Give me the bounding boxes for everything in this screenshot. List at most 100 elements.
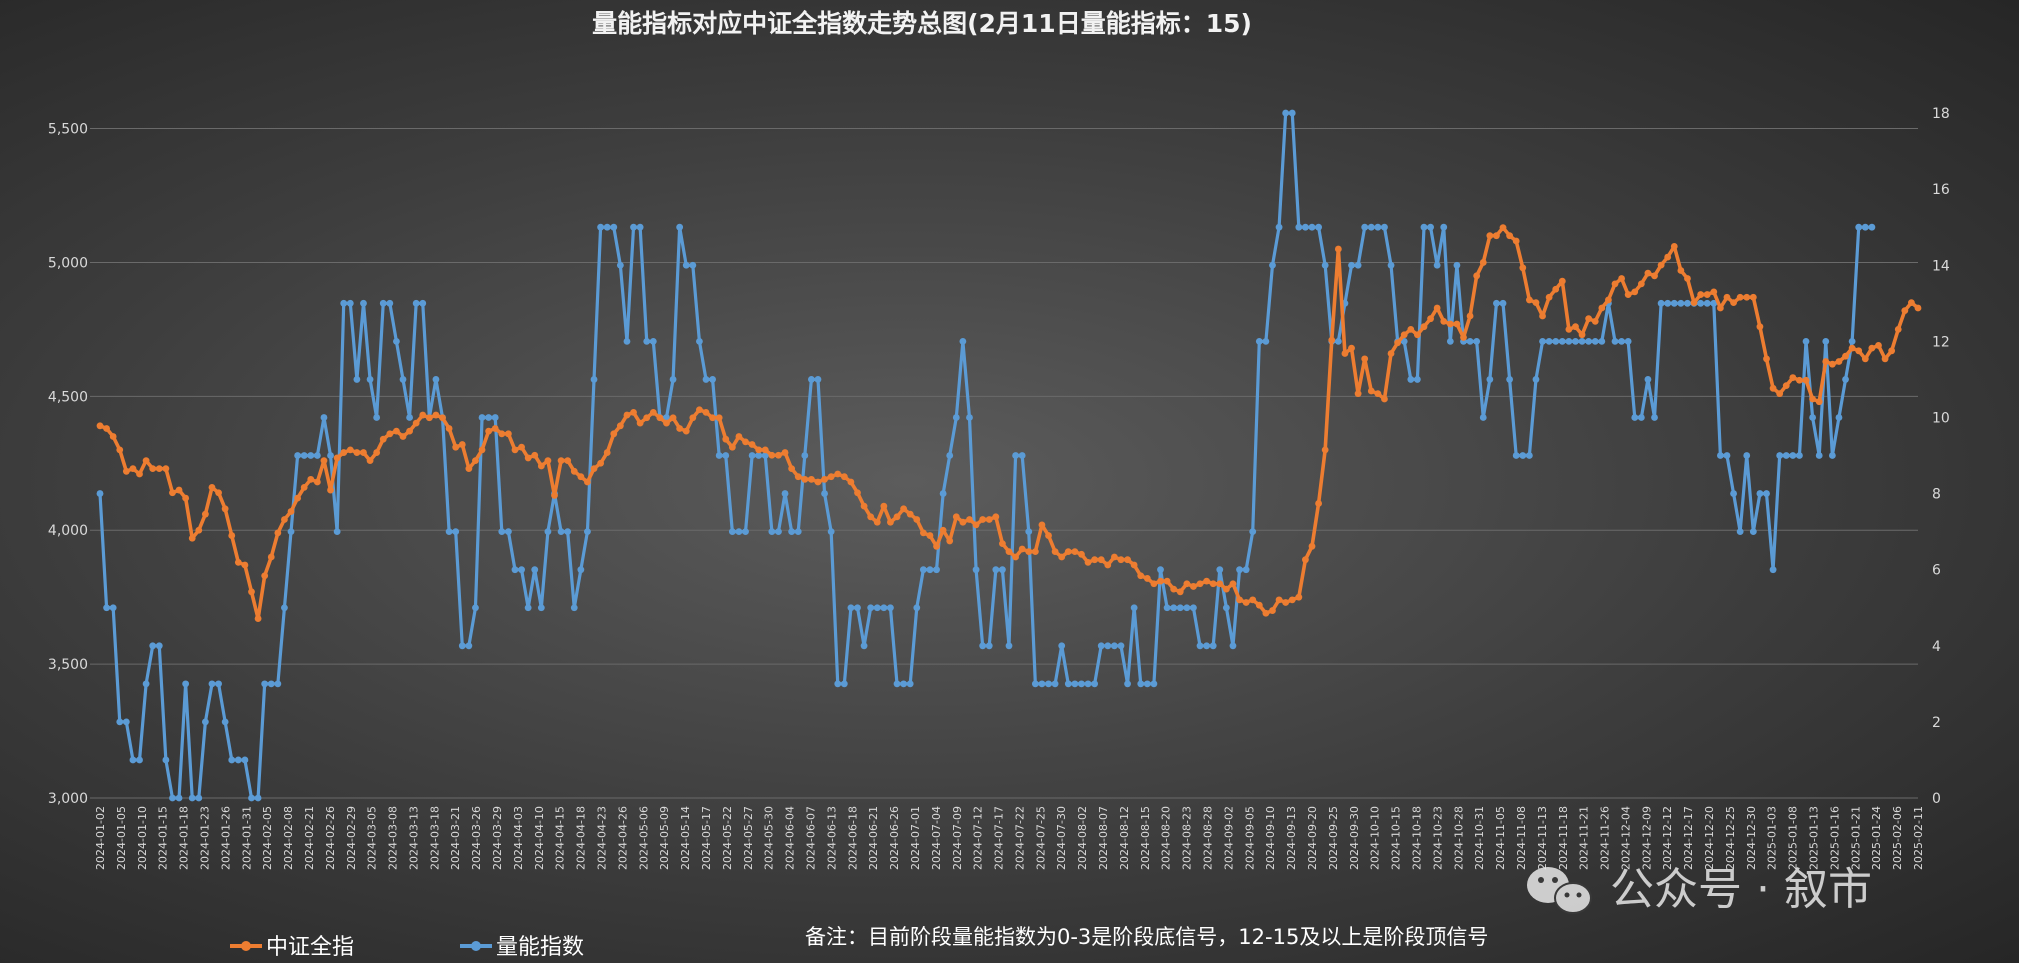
data-point bbox=[1644, 269, 1652, 277]
data-point bbox=[215, 680, 222, 688]
data-point bbox=[893, 680, 901, 688]
data-point bbox=[1130, 561, 1138, 569]
data-point bbox=[1749, 293, 1757, 301]
data-point bbox=[999, 540, 1006, 548]
data-point bbox=[1334, 245, 1342, 253]
data-point bbox=[1413, 331, 1421, 339]
data-point bbox=[1539, 312, 1546, 320]
data-point bbox=[564, 457, 572, 464]
data-point bbox=[709, 414, 716, 422]
data-point bbox=[1605, 296, 1612, 304]
data-point bbox=[366, 457, 374, 464]
data-point bbox=[1176, 588, 1184, 596]
x-tick-label: 2025-01-21 bbox=[1849, 806, 1862, 870]
data-point bbox=[267, 680, 275, 688]
data-point bbox=[1124, 556, 1131, 564]
series-volume bbox=[96, 109, 1876, 802]
data-point bbox=[129, 465, 137, 473]
data-point bbox=[1407, 325, 1415, 333]
x-tick-label: 2024-09-20 bbox=[1306, 806, 1319, 870]
data-point bbox=[103, 604, 110, 612]
x-tick-label: 2024-12-25 bbox=[1724, 806, 1737, 870]
data-point bbox=[1466, 337, 1474, 345]
data-point bbox=[1789, 452, 1797, 459]
x-tick-label: 2024-11-18 bbox=[1557, 806, 1570, 870]
data-point bbox=[689, 414, 697, 422]
data-point bbox=[913, 604, 921, 612]
x-tick-label: 2024-07-04 bbox=[930, 806, 943, 870]
data-point bbox=[1018, 452, 1026, 459]
data-point bbox=[1190, 604, 1197, 612]
data-point bbox=[1387, 261, 1395, 269]
data-point bbox=[847, 604, 855, 612]
data-point bbox=[1486, 232, 1494, 240]
data-point bbox=[1203, 577, 1211, 585]
x-tick-label: 2024-03-21 bbox=[449, 806, 462, 870]
data-point bbox=[1493, 232, 1500, 240]
data-point bbox=[379, 299, 387, 307]
data-point bbox=[1677, 267, 1685, 274]
data-point bbox=[821, 490, 828, 497]
x-tick-label: 2024-08-20 bbox=[1160, 806, 1173, 870]
data-point bbox=[900, 680, 908, 688]
data-point bbox=[1506, 232, 1514, 240]
data-point bbox=[472, 604, 479, 612]
data-point bbox=[1598, 337, 1606, 345]
data-point bbox=[445, 528, 453, 536]
data-point bbox=[1473, 337, 1481, 345]
data-point bbox=[1427, 315, 1434, 323]
data-point bbox=[419, 299, 427, 307]
x-tick-label: 2024-01-31 bbox=[240, 806, 253, 870]
data-point bbox=[1433, 261, 1441, 269]
data-point bbox=[827, 473, 835, 481]
data-point bbox=[913, 516, 921, 523]
data-point bbox=[1532, 299, 1540, 307]
data-point bbox=[1216, 580, 1224, 588]
data-point bbox=[1242, 566, 1250, 574]
data-point bbox=[425, 414, 433, 422]
data-point bbox=[537, 604, 545, 612]
data-point bbox=[1591, 337, 1599, 345]
data-point bbox=[1308, 542, 1316, 550]
data-point bbox=[821, 475, 828, 483]
x-tick-label: 2024-08-12 bbox=[1118, 806, 1131, 870]
data-point bbox=[1229, 642, 1237, 650]
y-left-tick-label: 4,000 bbox=[48, 523, 88, 539]
data-point bbox=[406, 414, 413, 421]
data-point bbox=[623, 337, 631, 345]
data-point bbox=[1670, 242, 1678, 250]
data-point bbox=[1512, 237, 1520, 245]
data-point bbox=[623, 411, 631, 419]
data-point bbox=[1440, 223, 1448, 231]
data-point bbox=[1209, 580, 1217, 588]
data-point bbox=[728, 443, 736, 451]
data-point bbox=[979, 516, 987, 523]
data-point bbox=[1881, 355, 1889, 363]
data-point bbox=[939, 490, 947, 497]
data-point bbox=[1170, 585, 1178, 593]
data-point bbox=[241, 756, 249, 764]
data-point bbox=[248, 588, 255, 596]
data-point bbox=[1677, 299, 1685, 307]
data-point bbox=[1446, 320, 1454, 328]
data-point bbox=[491, 414, 499, 421]
x-tick-label: 2024-12-17 bbox=[1682, 806, 1695, 870]
x-tick-label: 2024-05-27 bbox=[742, 806, 755, 870]
data-point bbox=[946, 537, 954, 545]
data-point bbox=[281, 604, 288, 612]
data-point bbox=[1479, 259, 1487, 266]
data-point bbox=[867, 513, 875, 521]
x-tick-label: 2024-08-23 bbox=[1181, 806, 1194, 870]
data-point bbox=[1822, 358, 1830, 365]
data-point bbox=[1539, 337, 1546, 345]
data-point bbox=[1091, 680, 1099, 688]
data-point bbox=[300, 483, 308, 491]
data-point bbox=[169, 794, 176, 802]
data-point bbox=[195, 526, 203, 534]
data-point bbox=[1222, 604, 1230, 612]
data-point bbox=[702, 409, 710, 416]
data-point bbox=[807, 475, 815, 483]
data-point bbox=[452, 443, 460, 451]
data-point bbox=[340, 299, 348, 307]
x-tick-label: 2024-05-22 bbox=[721, 806, 734, 870]
